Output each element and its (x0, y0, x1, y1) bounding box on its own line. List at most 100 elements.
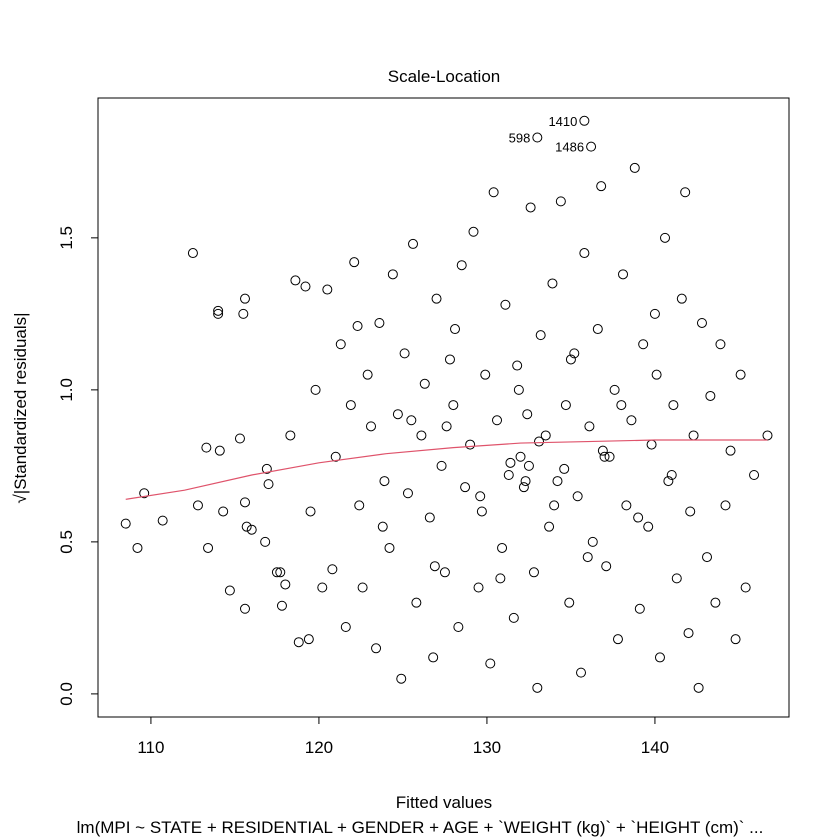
point (569, 348, 580, 359)
point (238, 308, 249, 319)
point (604, 451, 615, 462)
point (503, 469, 514, 480)
point (241, 521, 252, 532)
point (429, 561, 440, 572)
chart-title: Scale-Location (388, 67, 500, 86)
point (436, 460, 447, 471)
point (680, 187, 691, 198)
point (214, 445, 225, 456)
y-tick-label: 1.5 (57, 226, 76, 250)
point (612, 634, 623, 645)
point (431, 293, 442, 304)
point (505, 457, 516, 468)
fit-line (125, 439, 768, 500)
point (354, 500, 365, 511)
point (201, 442, 212, 453)
point (327, 564, 338, 575)
point (408, 238, 419, 249)
point (460, 482, 471, 493)
point (303, 634, 314, 645)
point (715, 339, 726, 350)
point (534, 436, 545, 447)
point (762, 430, 773, 441)
point (596, 181, 607, 192)
point (532, 132, 543, 143)
point (725, 445, 736, 456)
point (601, 561, 612, 572)
point (518, 482, 529, 493)
point (213, 305, 224, 316)
point (456, 260, 467, 271)
point (535, 330, 546, 341)
point-label: 598 (509, 131, 531, 146)
point (441, 421, 452, 432)
point (654, 652, 665, 663)
point (668, 400, 679, 411)
point (213, 308, 224, 319)
point (532, 682, 543, 693)
point (540, 430, 551, 441)
point (685, 506, 696, 517)
point (322, 284, 333, 295)
point (730, 634, 741, 645)
point (688, 430, 699, 441)
point (643, 521, 654, 532)
point (218, 506, 229, 517)
point (547, 278, 558, 289)
x-tick-label: 110 (137, 738, 164, 757)
point (480, 369, 491, 380)
point (520, 476, 531, 487)
point (416, 430, 427, 441)
point (473, 582, 484, 593)
point (465, 439, 476, 450)
point (609, 384, 620, 395)
point (192, 500, 203, 511)
point (552, 476, 563, 487)
caption: lm(MPI ~ STATE + RESIDENTIAL + GENDER + … (77, 818, 764, 837)
point (749, 469, 760, 480)
point (710, 597, 721, 608)
point (666, 469, 677, 480)
point (544, 521, 555, 532)
point (500, 299, 511, 310)
point (280, 579, 291, 590)
point (285, 430, 296, 441)
point (492, 415, 503, 426)
point (450, 324, 461, 335)
point (638, 339, 649, 350)
point (660, 232, 671, 243)
point (448, 400, 459, 411)
point (512, 360, 523, 371)
point (485, 658, 496, 669)
point-label: 1410 (548, 114, 577, 129)
point (564, 597, 575, 608)
point (261, 463, 272, 474)
point (702, 552, 713, 563)
point (300, 281, 311, 292)
point (720, 500, 731, 511)
point (444, 354, 455, 365)
point (584, 421, 595, 432)
point (579, 115, 590, 126)
point (374, 317, 385, 328)
point (439, 567, 450, 578)
point-label: 1486 (555, 140, 584, 155)
point (330, 451, 341, 462)
point (696, 317, 707, 328)
point (366, 421, 377, 432)
point (618, 269, 629, 280)
point (735, 369, 746, 380)
point (120, 518, 131, 529)
point (345, 400, 356, 411)
point (271, 567, 282, 578)
point (651, 369, 662, 380)
point (246, 524, 257, 535)
point (419, 378, 430, 389)
point (525, 202, 536, 213)
x-tick-label: 120 (305, 738, 333, 757)
point (528, 567, 539, 578)
point (683, 628, 694, 639)
point (340, 622, 351, 633)
point (139, 488, 150, 499)
y-tick-label: 0.5 (57, 530, 76, 554)
